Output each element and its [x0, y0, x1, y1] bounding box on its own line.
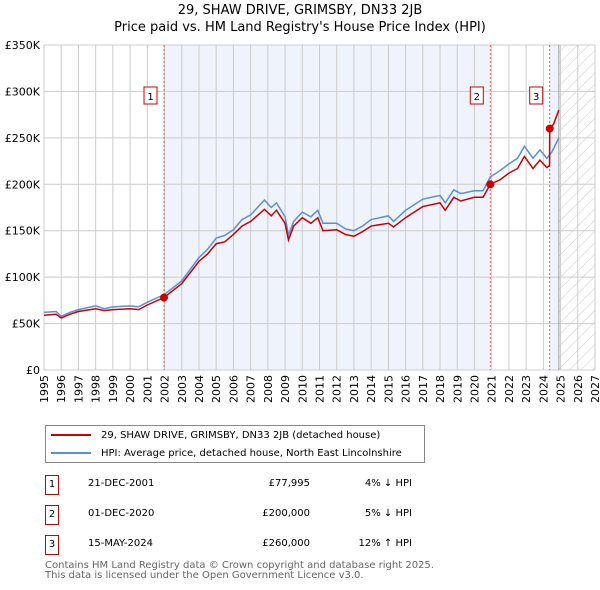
sale-row: 3 15-MAY-2024 £260,000 12% ↑ HPI [45, 535, 465, 555]
sale-point [160, 293, 169, 302]
y-tick-label: £0 [26, 364, 40, 377]
forecast-hatch [558, 45, 595, 370]
property-price-line [43, 109, 560, 319]
sale-label-box [143, 86, 158, 105]
y-tick-label: £350K [5, 39, 41, 52]
x-tick-label: 2023 [520, 375, 533, 403]
legend-item-property: 29, SHAW DRIVE, GRIMSBY, DN33 2JB (detac… [51, 427, 380, 443]
chart-title: 29, SHAW DRIVE, GRIMSBY, DN33 2JB [177, 3, 423, 18]
hpi-line [43, 137, 560, 318]
x-tick-label: 1995 [38, 375, 51, 403]
shade-region [164, 45, 491, 370]
sale-date: 15-MAY-2024 [88, 538, 154, 549]
x-tick-label: 2024 [537, 375, 550, 403]
sale-date: 01-DEC-2020 [88, 508, 155, 519]
footer-line2: This data is licensed under the Open Gov… [45, 570, 364, 581]
x-tick-label: 2019 [451, 375, 464, 403]
x-tick-label: 2009 [279, 375, 292, 403]
sale-date: 21-DEC-2001 [88, 478, 155, 489]
footer-line1: Contains HM Land Registry data © Crown c… [45, 560, 434, 571]
x-tick-label: 1999 [107, 375, 120, 403]
sale-number-badge: 1 [45, 475, 59, 495]
chart-subtitle: Price paid vs. HM Land Registry's House … [114, 20, 486, 35]
sale-number-badge: 3 [45, 535, 59, 555]
y-tick-label: £300K [5, 85, 41, 98]
x-tick-label: 1996 [55, 375, 68, 403]
x-tick-label: 2000 [124, 375, 137, 403]
x-tick-label: 2014 [365, 375, 378, 403]
sale-hpi-diff: 4% ↓ HPI [364, 478, 412, 489]
x-tick-label: 2013 [348, 375, 361, 403]
x-tick-label: 2021 [486, 375, 499, 403]
x-tick-label: 2022 [503, 375, 516, 403]
sale-label: 2 [474, 92, 480, 103]
x-tick-label: 2016 [400, 375, 413, 403]
sale-number-badge: 2 [45, 505, 59, 525]
sale-point [545, 124, 554, 133]
x-tick-label: 2004 [193, 375, 206, 403]
x-tick-label: 1997 [72, 375, 85, 403]
sale-hpi-diff: 5% ↓ HPI [364, 508, 412, 519]
sale-label: 1 [147, 92, 153, 103]
x-tick-label: 2003 [176, 375, 189, 403]
legend-label: HPI: Average price, detached house, Nort… [101, 447, 402, 459]
y-tick-label: £250K [5, 132, 41, 145]
x-tick-label: 2017 [417, 375, 430, 403]
x-tick-label: 2005 [210, 375, 223, 403]
y-tick-label: £150K [5, 225, 41, 238]
y-tick-label: £50K [12, 318, 41, 331]
sale-row: 2 01-DEC-2020 £200,000 5% ↓ HPI [45, 505, 465, 525]
footer: Contains HM Land Registry data © Crown c… [45, 561, 434, 581]
x-tick-label: 2026 [572, 375, 585, 403]
x-tick-label: 2018 [434, 375, 447, 403]
sale-hpi-diff: 12% ↑ HPI [358, 538, 412, 549]
sale-row: 1 21-DEC-2001 £77,995 4% ↓ HPI [45, 475, 465, 495]
sale-label-box [529, 86, 544, 105]
sale-price: £260,000 [262, 538, 310, 549]
legend-swatch-red [51, 434, 91, 436]
x-tick-label: 2020 [468, 375, 481, 403]
sale-label: 3 [533, 92, 539, 103]
shade-region [549, 45, 559, 370]
plot-area: 1995 1996 1997 1998 1999 2000 2001 2002 2003 2004… [5, 39, 600, 403]
x-tick-label: 2002 [159, 375, 172, 403]
x-tick-label: 1998 [90, 375, 103, 403]
sale-label-box [469, 86, 484, 105]
sale-price: £200,000 [262, 508, 310, 519]
legend-label: 29, SHAW DRIVE, GRIMSBY, DN33 2JB (detac… [101, 429, 381, 441]
legend-swatch-blue [51, 452, 91, 454]
y-tick-label: £200K [5, 178, 41, 191]
x-tick-label: 2012 [331, 375, 344, 403]
x-tick-label: 2011 [314, 375, 327, 403]
sale-price: £77,995 [268, 478, 310, 489]
legend: 29, SHAW DRIVE, GRIMSBY, DN33 2JB (detac… [45, 425, 425, 463]
x-tick-label: 2025 [555, 375, 568, 403]
sale-point [486, 180, 495, 189]
x-tick-label: 2027 [589, 375, 600, 403]
x-tick-label: 2007 [245, 375, 258, 403]
y-tick-label: £100K [5, 271, 41, 284]
x-tick-label: 2015 [382, 375, 395, 403]
x-tick-label: 2006 [227, 375, 240, 403]
x-tick-label: 2001 [141, 375, 154, 403]
x-tick-label: 2008 [262, 375, 275, 403]
legend-item-hpi: HPI: Average price, detached house, Nort… [51, 445, 402, 461]
x-tick-label: 2010 [296, 375, 309, 403]
